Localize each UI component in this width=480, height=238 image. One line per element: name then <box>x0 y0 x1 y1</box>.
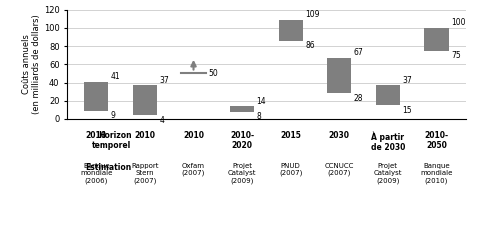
Bar <box>84 82 108 111</box>
Y-axis label: Coûts annuels
(en milliards de dollars): Coûts annuels (en milliards de dollars) <box>22 14 41 114</box>
Text: Banque
mondiale
(2010): Banque mondiale (2010) <box>420 163 453 183</box>
Text: Banque
mondiale
(2006): Banque mondiale (2006) <box>80 163 112 183</box>
Text: 14: 14 <box>257 97 266 106</box>
Text: 37: 37 <box>159 76 169 85</box>
Text: 28: 28 <box>354 94 363 103</box>
Text: 2010: 2010 <box>86 131 107 140</box>
Text: 50: 50 <box>208 69 218 78</box>
Text: CCNUCC
(2007): CCNUCC (2007) <box>324 163 354 177</box>
Text: 2010-
2050: 2010- 2050 <box>424 131 448 150</box>
Text: 37: 37 <box>402 76 412 85</box>
Text: 4: 4 <box>159 116 164 125</box>
Text: 109: 109 <box>305 10 320 19</box>
Text: Horizon
temporel: Horizon temporel <box>92 131 132 150</box>
Text: Oxfam
(2007): Oxfam (2007) <box>182 163 205 177</box>
Text: 8: 8 <box>257 112 262 121</box>
Text: Estimation: Estimation <box>85 163 132 172</box>
Text: 67: 67 <box>354 48 364 57</box>
Text: À partir
de 2030: À partir de 2030 <box>371 131 405 152</box>
Bar <box>376 85 400 105</box>
Text: 41: 41 <box>111 72 120 81</box>
Bar <box>278 20 303 40</box>
Text: 2010: 2010 <box>134 131 156 140</box>
Bar <box>424 28 449 51</box>
Bar <box>230 106 254 112</box>
Text: Projet
Catalyst
(2009): Projet Catalyst (2009) <box>373 163 402 183</box>
Bar <box>327 58 351 94</box>
Text: 75: 75 <box>451 51 461 60</box>
Text: 2015: 2015 <box>280 131 301 140</box>
Text: 15: 15 <box>402 106 412 115</box>
Text: Projet
Catalyst
(2009): Projet Catalyst (2009) <box>228 163 256 183</box>
Text: 100: 100 <box>451 18 466 27</box>
Text: PNUD
(2007): PNUD (2007) <box>279 163 302 177</box>
Text: 2010-
2020: 2010- 2020 <box>230 131 254 150</box>
Text: 2010: 2010 <box>183 131 204 140</box>
Bar <box>133 85 157 115</box>
Text: Rapport
Stern
(2007): Rapport Stern (2007) <box>131 163 159 183</box>
Text: 2030: 2030 <box>329 131 350 140</box>
Text: 86: 86 <box>305 41 315 50</box>
Text: 9: 9 <box>111 111 116 120</box>
